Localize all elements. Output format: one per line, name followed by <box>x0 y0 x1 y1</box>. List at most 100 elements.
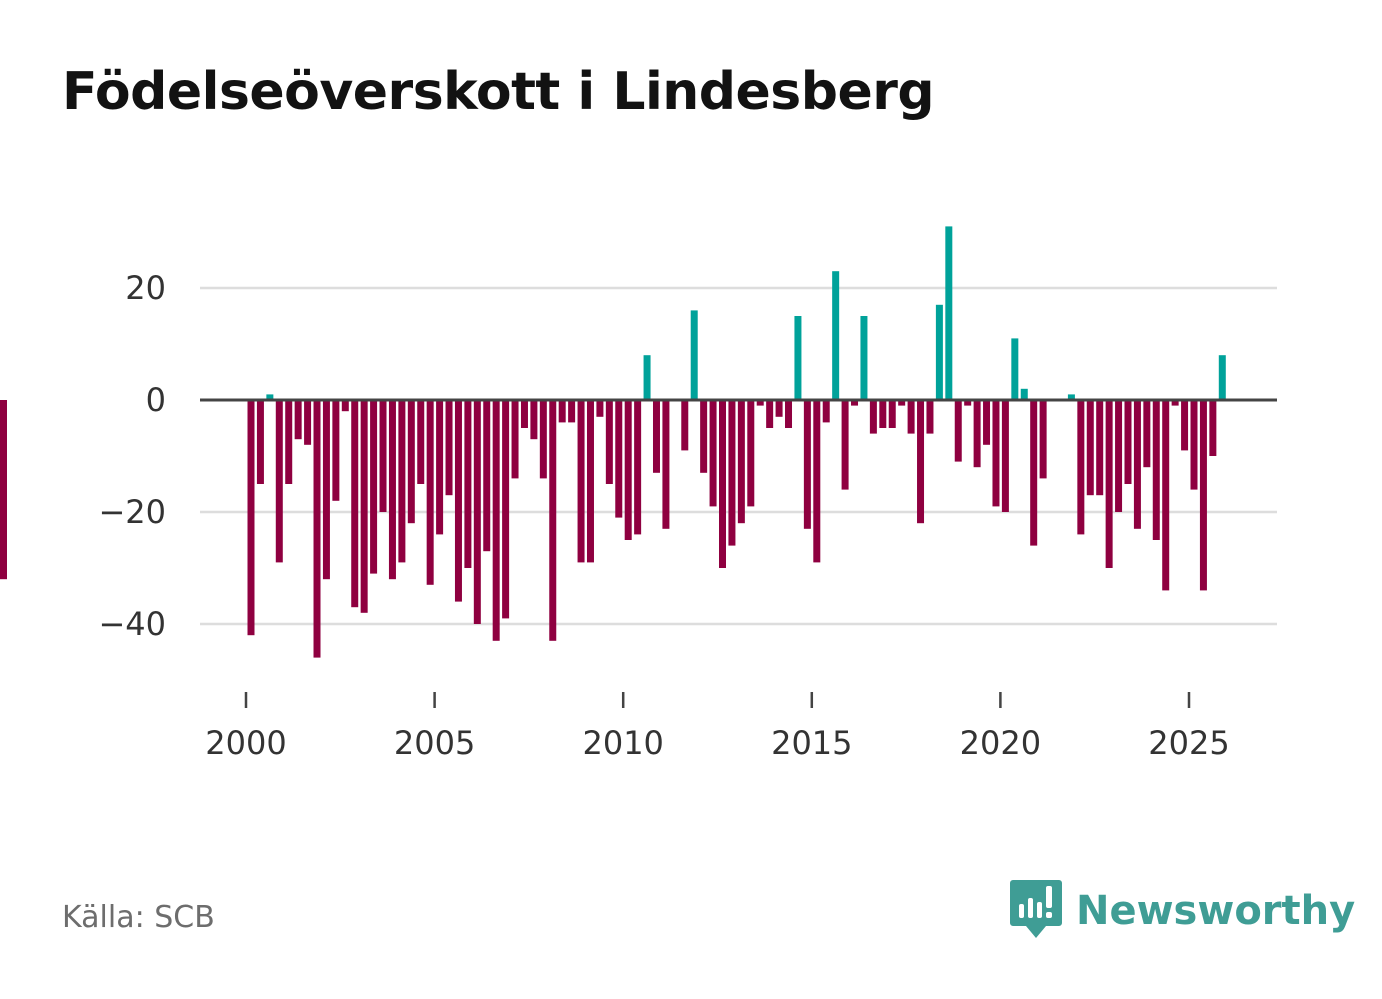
bar <box>275 400 283 563</box>
bar <box>407 400 415 524</box>
bar <box>690 310 698 400</box>
x-tick-label: 2015 <box>771 724 852 762</box>
bar <box>1020 388 1028 400</box>
bar <box>360 400 368 613</box>
bar <box>634 400 642 535</box>
bar <box>841 400 849 490</box>
x-tick-label: 2005 <box>394 724 475 762</box>
bar <box>322 400 330 580</box>
bar <box>586 400 594 563</box>
bar <box>539 400 547 479</box>
bar <box>624 400 632 540</box>
bar <box>1199 400 1207 591</box>
bar <box>917 400 925 524</box>
bar <box>388 400 396 580</box>
bar <box>549 400 557 641</box>
bar <box>709 400 717 507</box>
bar <box>832 271 840 400</box>
y-tick-label: −40 <box>98 605 166 643</box>
chart-title: Födelseöverskott i Lindesberg <box>62 62 935 122</box>
y-tick-label: 0 <box>146 381 166 419</box>
bar <box>775 400 783 417</box>
source-note: Källa: SCB <box>62 900 215 935</box>
bar <box>652 400 660 473</box>
bar <box>1190 400 1198 490</box>
bar <box>756 400 764 406</box>
bar <box>992 400 1000 507</box>
brand-name: Newsworthy <box>1076 888 1356 934</box>
bar <box>483 400 491 552</box>
bar <box>728 400 736 546</box>
bar <box>398 400 406 563</box>
bar <box>1152 400 1160 540</box>
bar <box>596 400 604 417</box>
bar <box>1162 400 1170 591</box>
bar <box>700 400 708 473</box>
bar <box>370 400 378 574</box>
y-tick-label: 20 <box>125 269 166 307</box>
x-tick-label: 2025 <box>1148 724 1229 762</box>
bar <box>681 400 689 451</box>
bar <box>898 400 906 406</box>
bar <box>568 400 576 423</box>
bar <box>1143 400 1151 468</box>
bar <box>945 226 953 400</box>
bar <box>436 400 444 535</box>
bar <box>1115 400 1123 512</box>
bar <box>822 400 830 423</box>
bar <box>1039 400 1047 479</box>
bar <box>520 400 528 428</box>
y-axis-labels: −40 −20 0 20 <box>98 269 166 643</box>
bar <box>1218 355 1226 400</box>
bar <box>813 400 821 563</box>
bar <box>794 316 802 400</box>
brand-logo[interactable]: Newsworthy <box>1010 878 1355 944</box>
bar <box>907 400 915 434</box>
bar <box>1181 400 1189 451</box>
bar <box>851 400 859 406</box>
x-axis: 2000 2005 2010 2015 2020 2025 <box>205 692 1230 762</box>
bar <box>1067 394 1075 400</box>
bar <box>426 400 434 585</box>
bar <box>379 400 387 512</box>
bar <box>266 394 274 400</box>
bars <box>0 226 1226 658</box>
bar <box>888 400 896 428</box>
bar <box>473 400 481 624</box>
bar <box>454 400 462 602</box>
bar <box>973 400 981 468</box>
bar <box>502 400 510 619</box>
bar <box>445 400 453 496</box>
bar <box>719 400 726 568</box>
bar <box>1124 400 1132 484</box>
bar <box>341 400 349 412</box>
x-tick-label: 2010 <box>582 724 663 762</box>
newsworthy-logo-icon <box>1010 878 1062 944</box>
bar <box>605 400 613 484</box>
bar <box>1077 400 1085 535</box>
bar <box>1086 400 1094 496</box>
bar <box>766 400 774 428</box>
bar <box>351 400 359 608</box>
bar <box>332 400 340 501</box>
bar <box>615 400 623 518</box>
bar <box>803 400 811 529</box>
bar <box>1133 400 1141 529</box>
x-tick-label: 2020 <box>960 724 1041 762</box>
bar <box>492 400 500 641</box>
bar <box>294 400 302 440</box>
bar <box>935 304 943 400</box>
bar <box>1171 400 1179 406</box>
bar <box>1011 338 1019 400</box>
bar <box>1096 400 1104 496</box>
bar <box>0 400 7 580</box>
bar <box>954 400 962 462</box>
bar <box>869 400 877 434</box>
bar <box>860 316 868 400</box>
bar <box>1030 400 1038 546</box>
bar <box>417 400 425 484</box>
bar <box>577 400 585 563</box>
bar <box>285 400 293 484</box>
y-tick-label: −20 <box>98 493 166 531</box>
